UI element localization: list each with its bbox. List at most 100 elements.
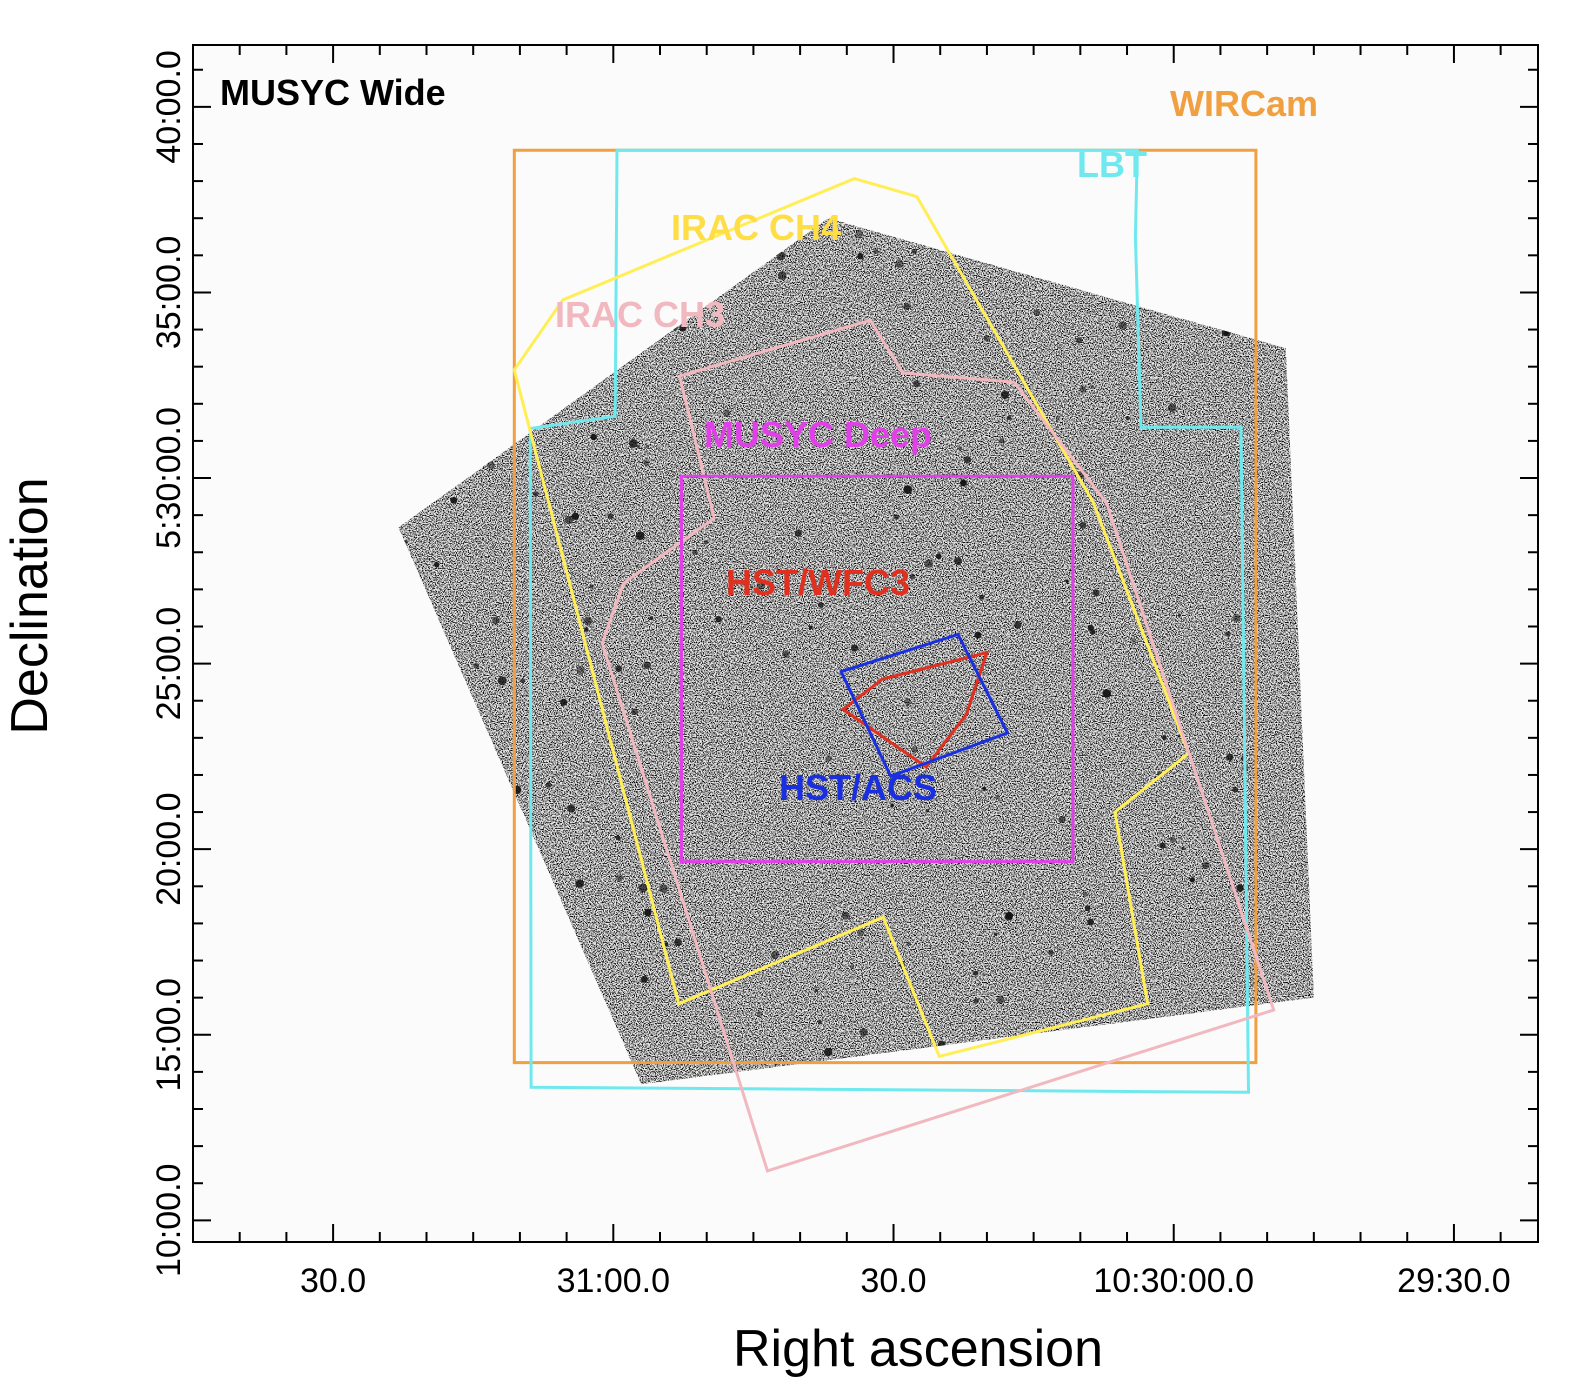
field-labels: MUSYC Wide WIRCam LBT IRAC CH4 IRAC CH3 MUSYC… [220, 72, 1318, 808]
xray-source [1177, 613, 1182, 617]
xray-source [817, 1019, 822, 1025]
x-axis-title: Right ascension [733, 1320, 1103, 1378]
xray-source [629, 439, 638, 448]
xray-source [1177, 734, 1181, 738]
xray-source [1058, 816, 1066, 824]
xray-source [473, 662, 480, 669]
lbt-label: LBT [1077, 144, 1147, 185]
xray-source [794, 529, 802, 537]
xray-source [873, 249, 879, 255]
xray-source [954, 557, 962, 566]
xray-source [1131, 638, 1137, 643]
xray-source [825, 755, 832, 762]
xray-source [1181, 846, 1185, 851]
xray-source [993, 932, 998, 936]
xray-source [607, 513, 614, 520]
y-tick-label: 40:00.0 [150, 50, 188, 163]
xray-source [960, 479, 967, 487]
x-tick-label: 29:30.0 [1397, 1262, 1510, 1300]
xray-source [974, 631, 982, 639]
xray-source [615, 874, 623, 882]
xray-source [1079, 386, 1087, 393]
xray-source [659, 884, 668, 893]
xray-source [859, 1028, 868, 1037]
y-axis-title: Declination [1, 477, 59, 734]
lbt-footprint [528, 148, 1251, 1094]
xray-source [906, 941, 912, 947]
xray-source [644, 908, 652, 917]
xray-source [1232, 786, 1239, 793]
plot-area [193, 45, 1538, 1242]
xray-source [778, 271, 787, 280]
xray-source [911, 746, 918, 753]
irac-ch3-footprint [600, 318, 1276, 1173]
xray-source [995, 795, 1000, 800]
xray-source [1000, 391, 1009, 399]
xray-source [1118, 321, 1127, 330]
y-tick-label: 5:30:00.0 [150, 407, 188, 549]
xray-source [756, 581, 765, 590]
xray-source [1125, 416, 1130, 421]
x-tick-label: 10:30:00.0 [1093, 1262, 1254, 1300]
musyc-deep-footprint [680, 474, 1075, 864]
xray-source [1065, 579, 1069, 583]
xray-source [904, 698, 912, 706]
xray-source [1236, 884, 1244, 892]
xray-source [1225, 631, 1231, 637]
xray-source [771, 951, 779, 959]
xray-source [973, 970, 978, 976]
xray-source [1159, 842, 1166, 849]
xray-source [776, 251, 786, 261]
x-tick-label: 30.0 [300, 1262, 366, 1300]
xray-source [567, 804, 576, 813]
xray-source [808, 625, 813, 630]
xray-source [492, 616, 500, 625]
xray-source [590, 433, 597, 441]
xray-source [643, 661, 651, 669]
xray-source [576, 665, 585, 675]
xray-source [583, 616, 593, 626]
xray-source [636, 445, 641, 449]
xray-source [635, 531, 645, 540]
y-tick-label: 25:00.0 [150, 607, 188, 720]
xray-source [756, 1010, 763, 1017]
y-tick-label: 20:00.0 [150, 792, 188, 905]
irac-ch4-footprint [512, 177, 1191, 1059]
xray-source [857, 929, 865, 937]
xray-source [545, 782, 552, 788]
xray-source [762, 582, 766, 587]
xray-source [750, 585, 754, 589]
hst-acs-footprint [839, 632, 1010, 779]
xray-source [1090, 385, 1094, 389]
xray-source [982, 570, 986, 573]
xray-source [849, 964, 855, 969]
xray-source [913, 380, 920, 388]
xray-source [564, 515, 574, 525]
musyc-deep-label: MUSYC Deep [704, 414, 932, 455]
xray-source [851, 644, 859, 652]
xray-source [631, 708, 638, 715]
xray-source [935, 553, 942, 560]
xray-source [715, 616, 722, 623]
wircam-label: WIRCam [1170, 83, 1318, 124]
xray-source [674, 938, 682, 947]
xray-source [1014, 621, 1022, 629]
xray-source [1233, 614, 1241, 622]
xray-source [640, 975, 648, 983]
xray-source [1082, 891, 1087, 896]
xray-source [1087, 918, 1094, 926]
xray-source [589, 584, 594, 589]
xray-source [857, 253, 864, 260]
xray-source [1048, 949, 1054, 955]
hst-wfc3-label: HST/WFC3 [726, 562, 910, 603]
x-axis-tick-labels: 30.0 31:00.0 30.0 10:30:00.0 29:30.0 [300, 1262, 1511, 1300]
xray-source [983, 335, 990, 342]
xray-source [1169, 836, 1176, 843]
xray-source [584, 627, 589, 632]
hst-acs-label: HST/ACS [779, 767, 937, 808]
xray-source [973, 998, 979, 1004]
xray-source [1033, 309, 1041, 316]
irac-ch4-label: IRAC CH4 [671, 207, 841, 248]
xray-source [434, 562, 440, 568]
xray-source [1189, 877, 1195, 883]
